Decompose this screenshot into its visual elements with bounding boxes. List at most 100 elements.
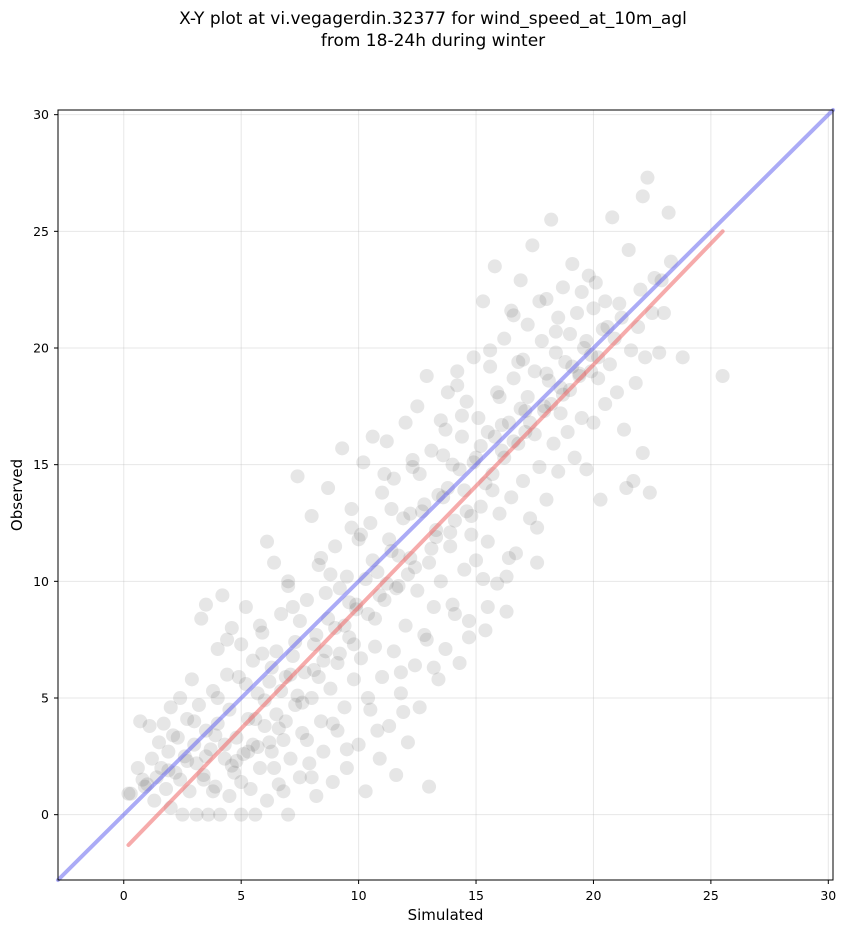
data-point bbox=[337, 618, 352, 633]
data-point bbox=[499, 604, 514, 619]
data-point bbox=[480, 425, 495, 439]
data-point bbox=[551, 464, 566, 479]
data-point bbox=[403, 551, 418, 565]
data-point bbox=[295, 726, 310, 740]
data-point bbox=[619, 481, 634, 495]
data-point bbox=[616, 422, 631, 437]
data-point bbox=[206, 684, 220, 698]
data-point bbox=[156, 716, 171, 731]
data-point bbox=[598, 294, 613, 309]
data-point bbox=[314, 551, 329, 565]
data-point bbox=[389, 581, 404, 596]
data-point bbox=[450, 364, 465, 379]
data-point bbox=[217, 751, 232, 766]
data-point bbox=[410, 399, 425, 414]
data-point bbox=[285, 600, 300, 614]
data-point bbox=[377, 593, 392, 607]
data-point bbox=[304, 770, 319, 785]
data-point bbox=[593, 492, 608, 507]
data-point bbox=[382, 532, 397, 547]
data-point bbox=[419, 632, 434, 647]
data-point bbox=[586, 301, 601, 316]
data-point bbox=[422, 779, 437, 794]
data-point bbox=[306, 663, 321, 677]
data-point bbox=[311, 558, 326, 572]
data-point bbox=[473, 499, 488, 514]
data-point bbox=[173, 772, 188, 787]
data-point bbox=[633, 282, 648, 297]
data-point bbox=[504, 490, 519, 505]
data-point bbox=[417, 497, 432, 512]
data-point bbox=[189, 756, 204, 771]
data-point bbox=[151, 735, 166, 750]
data-point bbox=[534, 334, 549, 348]
data-point bbox=[403, 506, 418, 521]
data-point bbox=[316, 653, 331, 668]
data-point bbox=[436, 448, 451, 463]
data-point bbox=[628, 376, 643, 390]
data-point bbox=[220, 632, 235, 647]
data-point bbox=[438, 642, 453, 656]
data-point bbox=[523, 511, 538, 526]
data-point bbox=[309, 789, 324, 803]
data-point bbox=[384, 502, 399, 516]
chart-title-line-2: from 18-24h during winter bbox=[320, 31, 546, 51]
data-point bbox=[407, 560, 422, 575]
data-point bbox=[565, 257, 580, 271]
data-point bbox=[621, 243, 636, 257]
data-point bbox=[506, 371, 521, 386]
data-point bbox=[375, 670, 390, 684]
data-point bbox=[304, 691, 319, 705]
data-point bbox=[548, 324, 563, 339]
data-point bbox=[335, 441, 350, 456]
data-point bbox=[461, 614, 476, 628]
data-point bbox=[351, 532, 366, 547]
data-point bbox=[363, 702, 378, 717]
data-point bbox=[558, 355, 573, 369]
data-point bbox=[511, 355, 526, 369]
data-point bbox=[393, 686, 408, 701]
data-point bbox=[570, 306, 585, 320]
data-point bbox=[551, 310, 566, 325]
data-point bbox=[396, 511, 411, 526]
axis-ticks: 0 5 10 15 20 25 30 0 5 10 15 20 25 30 bbox=[33, 107, 836, 903]
data-point bbox=[410, 583, 425, 598]
data-point bbox=[443, 525, 458, 540]
data-point bbox=[459, 504, 474, 519]
data-point bbox=[210, 691, 225, 705]
data-point bbox=[351, 737, 366, 752]
data-point bbox=[396, 705, 411, 719]
x-axis-label: Simulated bbox=[408, 906, 484, 924]
x-tick-label: 30 bbox=[820, 888, 836, 903]
data-point bbox=[520, 317, 535, 332]
data-point bbox=[398, 415, 413, 430]
data-point bbox=[353, 527, 368, 542]
data-point bbox=[234, 637, 249, 652]
data-point bbox=[443, 539, 458, 554]
data-point bbox=[525, 238, 540, 253]
data-point bbox=[234, 807, 249, 822]
data-point bbox=[278, 714, 293, 729]
data-point bbox=[339, 569, 354, 584]
data-point bbox=[163, 700, 178, 715]
data-point bbox=[447, 513, 462, 528]
data-point bbox=[400, 735, 415, 750]
data-point bbox=[342, 595, 357, 610]
regression-line bbox=[126, 229, 725, 847]
data-point bbox=[323, 681, 338, 696]
data-point bbox=[553, 406, 568, 421]
data-point bbox=[393, 665, 408, 680]
fit-lines bbox=[56, 108, 835, 882]
data-point bbox=[379, 434, 394, 449]
data-point bbox=[269, 707, 284, 722]
data-point bbox=[485, 483, 500, 498]
data-point bbox=[445, 457, 460, 472]
data-point bbox=[480, 600, 495, 614]
data-point bbox=[473, 439, 488, 453]
data-point bbox=[189, 807, 204, 822]
data-point bbox=[562, 327, 577, 341]
y-tick-label: 5 bbox=[41, 691, 49, 706]
data-point bbox=[506, 308, 521, 323]
grid-lines bbox=[58, 110, 833, 880]
